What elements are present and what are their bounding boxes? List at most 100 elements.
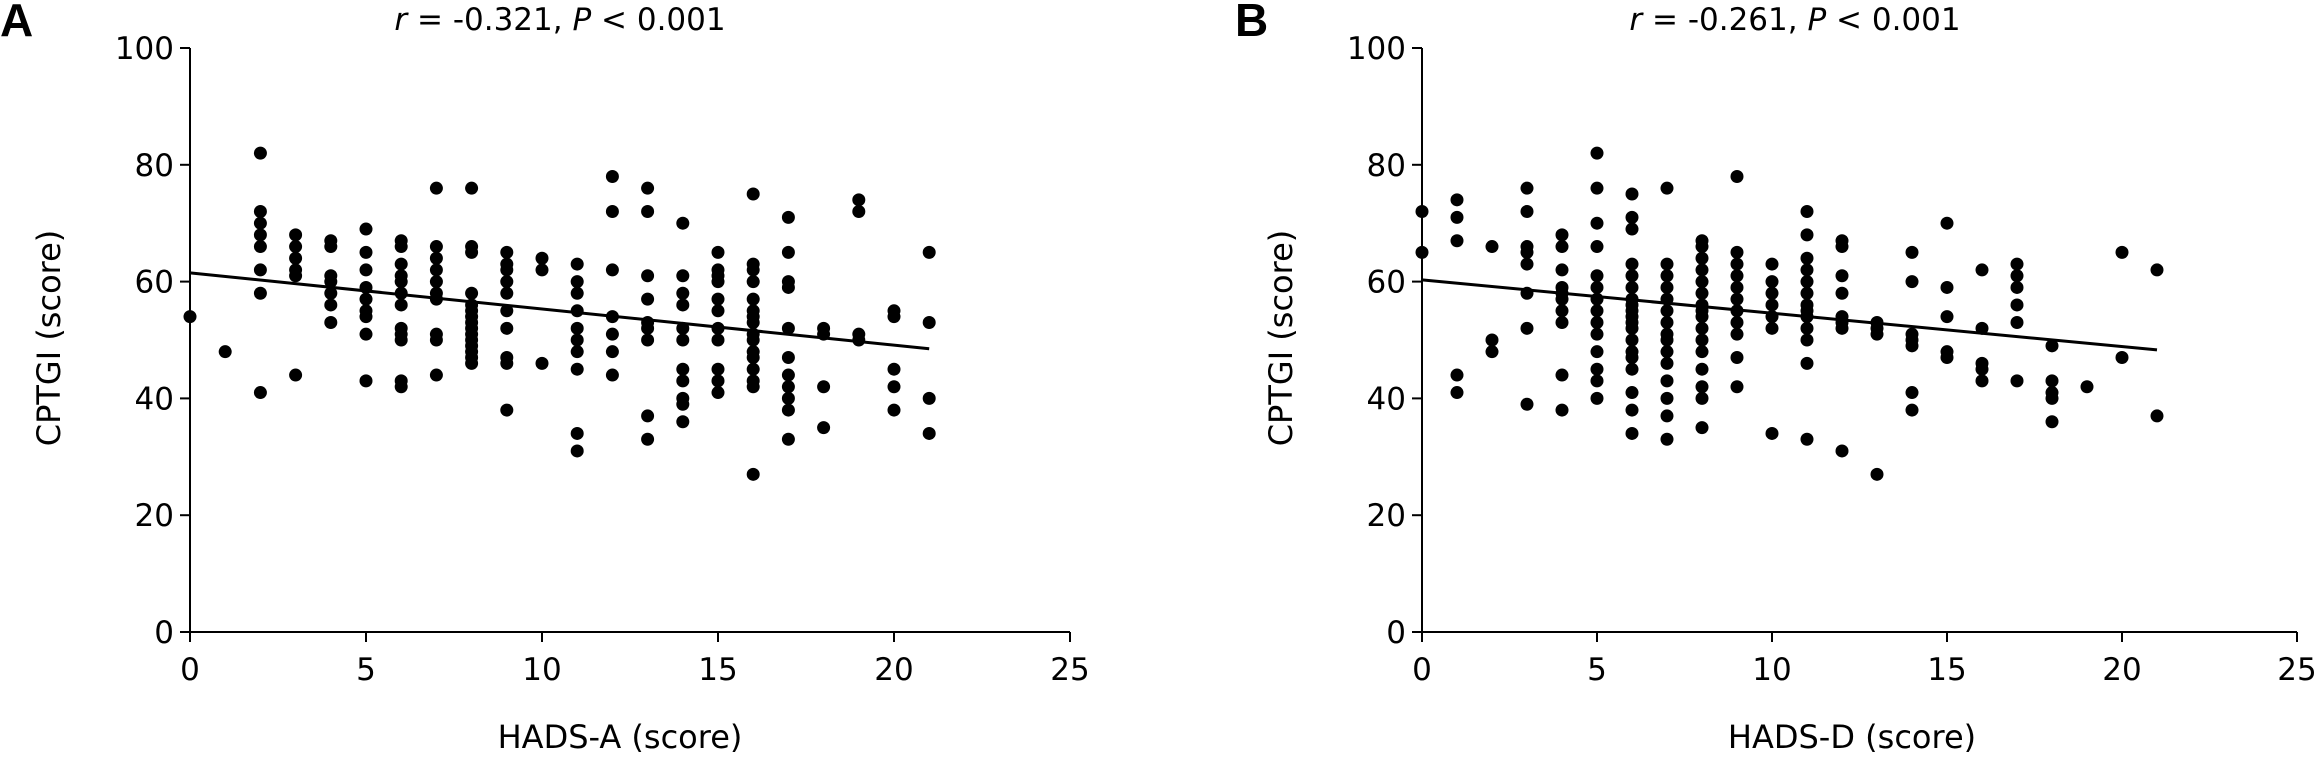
- data-point: [1625, 403, 1639, 417]
- data-point: [1625, 280, 1639, 294]
- data-point: [1765, 257, 1779, 271]
- data-point: [1625, 321, 1639, 335]
- data-point: [1415, 205, 1429, 219]
- data-point: [711, 374, 725, 388]
- data-point: [1695, 275, 1709, 289]
- data-point: [359, 327, 373, 341]
- data-point: [605, 263, 619, 277]
- data-point: [289, 368, 303, 382]
- data-point: [781, 210, 795, 224]
- data-point: [535, 263, 549, 277]
- data-point: [1765, 275, 1779, 289]
- data-point: [2045, 415, 2059, 429]
- data-point: [570, 362, 584, 376]
- x-tick-label: 0: [180, 652, 200, 688]
- data-point: [465, 245, 479, 259]
- data-point: [324, 275, 338, 289]
- data-point: [1800, 263, 1814, 277]
- data-point: [922, 245, 936, 259]
- data-point: [711, 292, 725, 306]
- data-point: [1555, 403, 1569, 417]
- data-point: [1450, 193, 1464, 207]
- data-point: [1695, 263, 1709, 277]
- data-point: [2010, 280, 2024, 294]
- data-point: [1695, 362, 1709, 376]
- data-point: [1800, 321, 1814, 335]
- data-point: [1835, 240, 1849, 254]
- data-point: [781, 403, 795, 417]
- data-point: [1800, 205, 1814, 219]
- data-point: [429, 333, 443, 347]
- x-tick-label: 25: [1050, 652, 1089, 688]
- data-point: [746, 362, 760, 376]
- y-tick-label: 20: [135, 498, 174, 534]
- data-point: [1905, 245, 1919, 259]
- data-point: [1660, 280, 1674, 294]
- data-point: [676, 333, 690, 347]
- data-point: [887, 380, 901, 394]
- data-point: [1940, 351, 1954, 365]
- data-point: [746, 467, 760, 481]
- data-point: [676, 415, 690, 429]
- data-point: [1660, 333, 1674, 347]
- r-value: = -0.321,: [417, 2, 563, 38]
- data-point: [676, 374, 690, 388]
- data-point: [1450, 368, 1464, 382]
- data-point: [1590, 280, 1604, 294]
- x-tick-label: 5: [1587, 652, 1607, 688]
- data-point: [1835, 444, 1849, 458]
- y-tick-label: 80: [135, 148, 174, 184]
- data-point: [1730, 351, 1744, 365]
- panel-b-y-axis-label: CPTGI (score): [1262, 230, 1300, 447]
- data-point: [1520, 397, 1534, 411]
- data-point: [1590, 216, 1604, 230]
- data-point: [922, 426, 936, 440]
- data-point: [641, 205, 655, 219]
- data-point: [1590, 269, 1604, 283]
- data-point: [1765, 321, 1779, 335]
- data-point: [676, 216, 690, 230]
- data-point: [1520, 181, 1534, 195]
- data-point: [1625, 386, 1639, 400]
- data-point: [253, 263, 267, 277]
- data-point: [253, 240, 267, 254]
- data-point: [1660, 409, 1674, 423]
- data-point: [1905, 275, 1919, 289]
- r-symbol: r: [394, 2, 409, 38]
- regression-line: [189, 271, 930, 351]
- data-point: [289, 228, 303, 242]
- data-point: [2010, 257, 2024, 271]
- data-point: [500, 304, 514, 318]
- data-point: [1870, 467, 1884, 481]
- data-point: [183, 310, 197, 324]
- data-point: [429, 275, 443, 289]
- x-tick-label: 10: [1752, 652, 1791, 688]
- data-point: [1520, 205, 1534, 219]
- p-value: < 0.001: [601, 2, 726, 38]
- data-point: [1940, 280, 1954, 294]
- data-point: [1835, 269, 1849, 283]
- data-point: [289, 240, 303, 254]
- p-value: < 0.001: [1836, 2, 1961, 38]
- data-point: [1905, 339, 1919, 353]
- data-point: [570, 286, 584, 300]
- data-point: [887, 362, 901, 376]
- data-point: [2010, 298, 2024, 312]
- data-point: [1800, 228, 1814, 242]
- data-point: [500, 403, 514, 417]
- data-point: [1590, 362, 1604, 376]
- data-point: [1765, 286, 1779, 300]
- data-point: [1555, 240, 1569, 254]
- data-point: [641, 292, 655, 306]
- data-point: [465, 286, 479, 300]
- x-tick-label: 0: [1412, 652, 1432, 688]
- data-point: [676, 269, 690, 283]
- data-point: [2150, 409, 2164, 423]
- data-point: [1520, 257, 1534, 271]
- data-point: [1625, 210, 1639, 224]
- data-point: [1520, 245, 1534, 259]
- data-point: [359, 263, 373, 277]
- data-point: [1730, 280, 1744, 294]
- regression-line: [1421, 278, 2158, 352]
